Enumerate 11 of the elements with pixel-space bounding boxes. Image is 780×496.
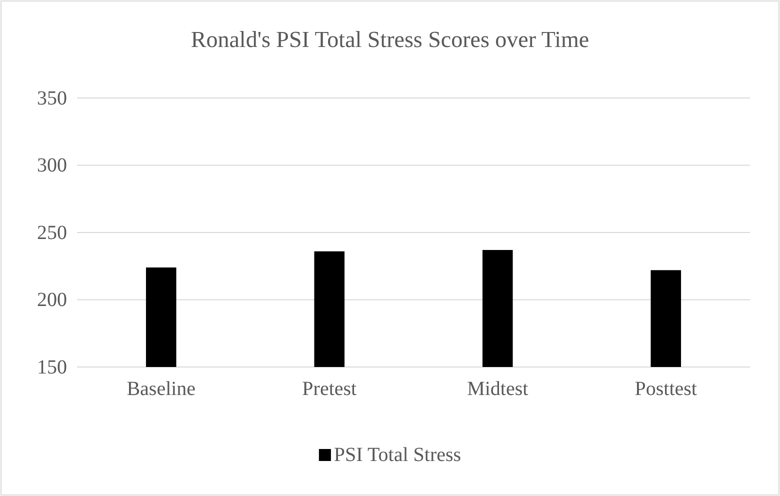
x-tick-label: Baseline [126, 378, 196, 400]
legend-label: PSI Total Stress [334, 444, 462, 466]
y-tick-label: 300 [37, 154, 67, 177]
x-tick-label: Pretest [302, 378, 358, 400]
y-tick-label: 350 [37, 87, 67, 110]
y-tick-label: 150 [37, 356, 67, 378]
y-tick-label: 200 [37, 289, 67, 312]
chart-title: Ronald's PSI Total Stress Scores over Time [190, 27, 590, 52]
x-tick-label: Posttest [634, 378, 698, 400]
x-tick-label: Midtest [467, 378, 529, 400]
y-tick-label: 250 [37, 222, 67, 244]
